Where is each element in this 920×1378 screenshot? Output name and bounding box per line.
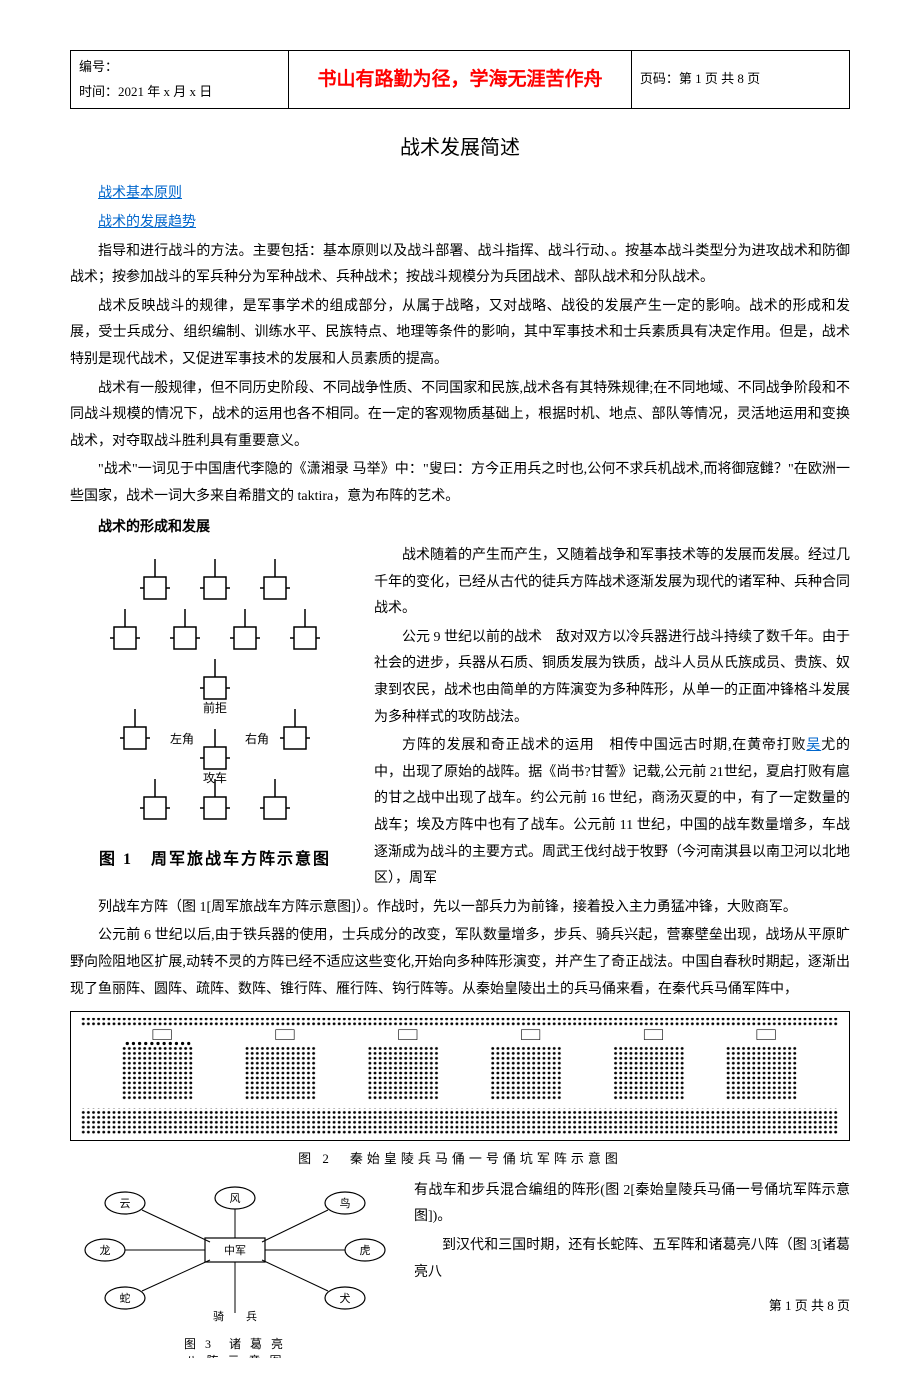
- svg-text:前拒: 前拒: [203, 700, 227, 715]
- para-intro-1: 指导和进行战斗的方法。主要包括：基本原则以及战斗部署、战斗指挥、战斗行动、。按基…: [70, 239, 850, 292]
- link-wu[interactable]: 吴: [806, 738, 821, 753]
- svg-text:右角: 右角: [245, 731, 269, 746]
- link-principles[interactable]: 战术基本原则: [98, 186, 182, 201]
- header-page: 页码：第 1 页 共 8 页: [631, 51, 849, 109]
- figure-1: 前拒 左角 右角 攻车 图 1 周军旅战车方阵示意图: [70, 547, 360, 877]
- toc-link-2: 战术的发展趋势: [70, 210, 850, 237]
- svg-text:风: 风: [230, 1192, 241, 1205]
- doc-time: 时间：2021 年 x 月 x 日: [79, 80, 280, 105]
- svg-text:左角: 左角: [170, 731, 194, 746]
- svg-text:鸟: 鸟: [340, 1196, 351, 1210]
- svg-text:蛇: 蛇: [120, 1291, 131, 1305]
- para-9: 公元前 6 世纪以后,由于铁兵器的使用，士兵成分的改变，军队数量增多，步兵、骑兵…: [70, 923, 850, 1003]
- figure-3: 云 风 鸟 龙 中军 虎 蛇 犬 骑 兵 图 3 诸 葛 亮 八 阵 示 意 图: [70, 1178, 400, 1358]
- link-trends[interactable]: 战术的发展趋势: [98, 215, 196, 230]
- svg-text:犬: 犬: [340, 1291, 351, 1305]
- figure-2: 图 2 秦始皇陵兵马俑一号俑坑军阵示意图: [70, 1011, 850, 1172]
- para-intro-3: 战术有一般规律，但不同历史阶段、不同战争性质、不同国家和民族,战术各有其特殊规律…: [70, 376, 850, 456]
- page-title: 战术发展简述: [70, 129, 850, 167]
- svg-text:中军: 中军: [224, 1244, 246, 1257]
- toc-link-1: 战术基本原则: [70, 181, 850, 208]
- section-heading: 战术的形成和发展: [70, 515, 850, 542]
- fig3-caption: 图 3 诸 葛 亮 八 阵 示 意 图: [70, 1336, 400, 1357]
- page-header: 编号： 时间：2021 年 x 月 x 日 书山有路勤为径，学海无涯苦作舟 页码…: [70, 50, 850, 109]
- bottom-row: 云 风 鸟 龙 中军 虎 蛇 犬 骑 兵 图 3 诸 葛 亮 八 阵 示 意 图…: [70, 1178, 850, 1358]
- fig1-diagram: 前拒 左角 右角 攻车: [80, 549, 350, 839]
- fig2-caption: 图 2 秦始皇陵兵马俑一号俑坑军阵示意图: [70, 1147, 850, 1172]
- fig3-diagram: 云 风 鸟 龙 中军 虎 蛇 犬 骑 兵: [70, 1178, 400, 1323]
- svg-text:龙: 龙: [100, 1244, 111, 1257]
- doc-id: 编号：: [79, 55, 280, 80]
- header-meta: 编号： 时间：2021 年 x 月 x 日: [71, 51, 289, 109]
- header-motto: 书山有路勤为径，学海无涯苦作舟: [289, 51, 632, 109]
- para-intro-4: "战术"一词见于中国唐代李隐的《潇湘录 马举》中："叟曰：方今正用兵之时也,公何…: [70, 457, 850, 510]
- svg-text:骑 兵: 骑 兵: [213, 1310, 257, 1323]
- svg-text:云: 云: [120, 1198, 131, 1210]
- para-8: 列战车方阵（图 1[周军旅战车方阵示意图]）。作战时，先以一部兵力为前锋，接着投…: [70, 895, 850, 922]
- fig2-diagram: [71, 1012, 849, 1140]
- svg-text:虎: 虎: [360, 1244, 371, 1257]
- fig1-caption: 图 1 周军旅战车方阵示意图: [99, 845, 331, 875]
- para-intro-2: 战术反映战斗的规律，是军事学术的组成部分，从属于战略，又对战略、战役的发展产生一…: [70, 294, 850, 374]
